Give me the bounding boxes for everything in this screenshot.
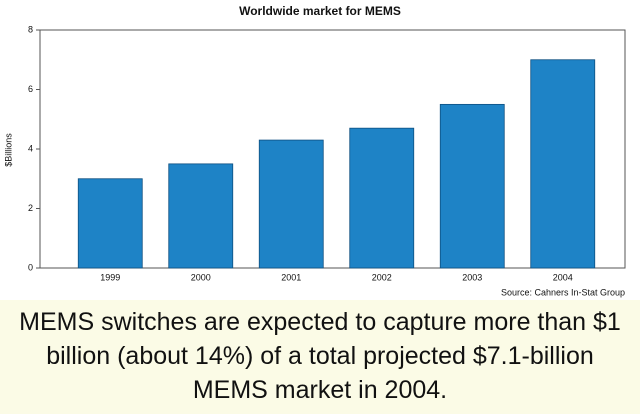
bar <box>439 103 505 269</box>
chart-title: Worldwide market for MEMS <box>239 4 401 18</box>
caption-line: billion (about 14%) of a total projected… <box>46 342 594 370</box>
caption: MEMS switches are expected to capture mo… <box>0 300 640 414</box>
x-tick-label: 2002 <box>372 272 392 282</box>
bar <box>349 127 415 269</box>
x-tick-label: 2000 <box>191 272 211 282</box>
bar <box>530 59 596 269</box>
x-tick-label: 2004 <box>553 272 573 282</box>
bar <box>168 163 234 269</box>
bar <box>258 139 324 269</box>
bar <box>77 178 143 269</box>
caption-line: MEMS switches are expected to capture mo… <box>19 308 621 336</box>
chart: Worldwide market for MEMS $Billions Sour… <box>3 4 626 297</box>
x-tick-label: 1999 <box>100 272 120 282</box>
source-note: Source: Cahners In-Stat Group <box>501 287 625 297</box>
y-tick-label: 8 <box>28 24 33 34</box>
y-tick-label: 4 <box>28 143 33 153</box>
y-tick-label: 0 <box>28 262 33 272</box>
x-tick-label: 2003 <box>462 272 482 282</box>
x-tick-label: 2001 <box>281 272 301 282</box>
y-tick-label: 6 <box>28 84 33 94</box>
y-tick-label: 2 <box>28 203 33 213</box>
y-axis-label: $Billions <box>3 133 13 167</box>
caption-line: MEMS market in 2004. <box>192 376 448 404</box>
